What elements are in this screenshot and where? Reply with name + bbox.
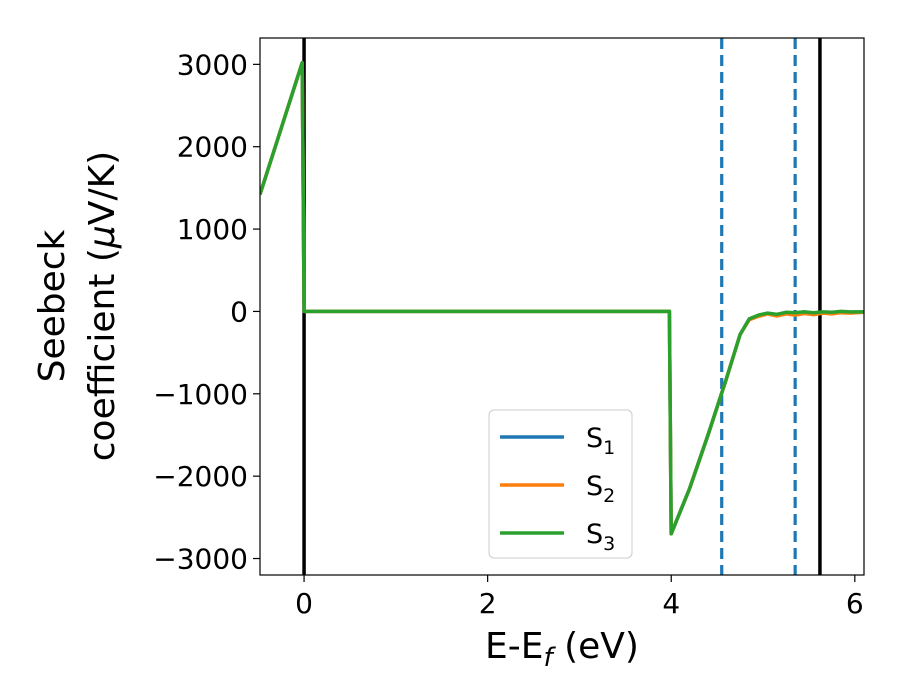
legend-label-3: S3 [586,519,615,555]
y-axis-label-line2: coefficient (μV/K) [82,151,123,461]
y-tick-label: 3000 [177,48,248,81]
x-tick-label: 0 [295,587,313,620]
legend: S1 S2 S3 [488,409,633,559]
x-tick-label: 4 [662,587,680,620]
series-lines [260,60,864,536]
legend-label-2: S2 [586,471,615,507]
x-axis-label: E-Ef (eV) [485,626,639,673]
y-tick-label: 2000 [177,131,248,164]
y-tick-label: −2000 [153,460,248,493]
legend-label-1: S1 [586,423,615,459]
x-axis-ticks: 0 2 4 6 [295,575,864,620]
y-tick-label: −3000 [153,543,248,576]
x-tick-label: 2 [479,587,497,620]
y-axis-ticks: 3000 2000 1000 0 −1000 −2000 −3000 [153,48,260,576]
x-tick-label: 6 [846,587,864,620]
y-tick-label: −1000 [153,378,248,411]
plot-frame [259,37,865,576]
y-tick-label: 0 [230,295,248,328]
y-axis-label-line1: Seebeck [32,229,73,382]
y-tick-label: 1000 [177,213,248,246]
series-line-3 [260,60,864,536]
